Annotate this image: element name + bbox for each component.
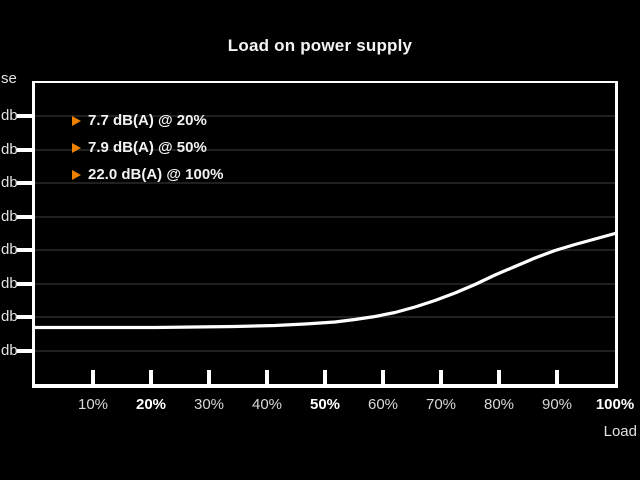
y-axis-tick: [17, 315, 32, 320]
gridline: [35, 316, 615, 319]
legend-item-text: 22.0 dB(A) @ 100%: [88, 166, 224, 183]
y-axis-tick-label: db: [1, 107, 18, 125]
x-axis-tick: [149, 370, 153, 384]
arrow-right-icon: [72, 142, 81, 153]
arrow-right-icon: [72, 169, 81, 180]
x-axis-tick-label: 30%: [193, 396, 225, 413]
y-axis-tick-label: db: [1, 308, 18, 326]
x-axis-tick-label: 20%: [135, 396, 167, 413]
gridline: [35, 182, 615, 185]
gridline: [35, 148, 615, 151]
y-axis-tick: [17, 348, 32, 353]
gridline: [35, 282, 615, 285]
gridline: [35, 115, 615, 118]
x-axis-tick-label: 80%: [483, 396, 515, 413]
y-axis-tick: [17, 248, 32, 253]
y-axis-tick-label: db: [1, 274, 18, 292]
x-axis-tick-label: 90%: [541, 396, 573, 413]
x-axis-tick-label: 40%: [251, 396, 283, 413]
gridline: [35, 249, 615, 252]
x-axis-title: Load: [603, 423, 637, 440]
noise-curve: [33, 231, 617, 330]
y-axis-tick-label: db: [1, 140, 18, 158]
legend-item: 7.7 dB(A) @ 20%: [72, 112, 224, 129]
legend-item-text: 7.7 dB(A) @ 20%: [88, 112, 207, 129]
y-axis-tick-label: db: [1, 207, 18, 225]
x-axis-tick-label: 100%: [595, 396, 635, 413]
legend: 7.7 dB(A) @ 20% 7.9 dB(A) @ 50% 22.0 dB(A)…: [72, 112, 224, 183]
y-axis-tick: [17, 114, 32, 119]
x-axis-tick: [381, 370, 385, 384]
y-axis-tick: [17, 147, 32, 152]
x-axis-tick: [323, 370, 327, 384]
x-axis-tick: [207, 370, 211, 384]
x-axis-tick: [497, 370, 501, 384]
y-axis-tick: [17, 214, 32, 219]
y-axis-tick: [17, 181, 32, 186]
legend-item-text: 7.9 dB(A) @ 50%: [88, 139, 207, 156]
x-axis-tick: [439, 370, 443, 384]
y-axis-title-cutoff: se: [1, 70, 17, 87]
gridline: [35, 349, 615, 352]
chart-title: Load on power supply: [227, 36, 413, 55]
x-axis-tick-label: 10%: [77, 396, 109, 413]
x-axis-tick-label: 60%: [367, 396, 399, 413]
legend-item: 7.9 dB(A) @ 50%: [72, 139, 224, 156]
y-axis-tick-label: db: [1, 341, 18, 359]
gridline: [35, 215, 615, 218]
y-axis-tick-label: db: [1, 241, 18, 259]
y-axis-tick: [17, 281, 32, 286]
legend-item: 22.0 dB(A) @ 100%: [72, 166, 224, 183]
arrow-right-icon: [72, 115, 81, 126]
x-axis-tick: [265, 370, 269, 384]
plot-area: 7.7 dB(A) @ 20% 7.9 dB(A) @ 50% 22.0 dB(A)…: [17, 81, 618, 388]
x-axis-tick: [555, 370, 559, 384]
noise-curve-svg: [33, 231, 617, 330]
x-axis-tick: [91, 370, 95, 384]
x-axis-tick-label: 50%: [309, 396, 341, 413]
x-axis-tick-label: 70%: [425, 396, 457, 413]
y-axis-tick-label: db: [1, 174, 18, 192]
